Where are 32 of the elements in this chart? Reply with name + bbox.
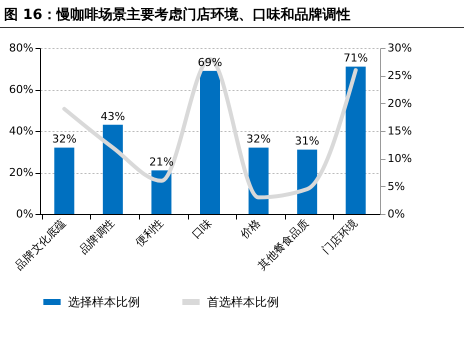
data-label: 31%	[294, 134, 320, 148]
y2-tick-label: 30%	[388, 42, 412, 54]
y2-tick-label: 25%	[388, 69, 412, 82]
x-tick-label: 门店环境	[320, 216, 360, 257]
bar	[346, 66, 366, 214]
x-tick-label: 便利性	[133, 216, 166, 250]
bar	[248, 148, 269, 214]
y-tick-label: 40%	[9, 124, 34, 138]
y2-tick-label: 20%	[388, 96, 412, 110]
x-tick-label: 品牌调性	[76, 216, 118, 257]
bar	[102, 124, 123, 214]
bar	[297, 150, 318, 214]
chart-title: 图 16：慢咖啡场景主要考虑门店环境、口味和品牌调性	[0, 0, 464, 28]
legend-label: 选择样本比例	[68, 295, 140, 309]
y-tick-label: 80%	[9, 42, 34, 54]
data-label: 21%	[149, 155, 174, 168]
data-label: 32%	[246, 132, 271, 146]
data-label: 43%	[100, 110, 126, 123]
y-tick-label: 20%	[9, 166, 34, 179]
x-tick-label: 价格	[237, 216, 263, 242]
bar	[54, 148, 74, 214]
x-tick-label: 口味	[189, 216, 214, 242]
bar	[200, 70, 220, 214]
y2-tick-label: 15%	[388, 124, 412, 138]
y2-tick-label: 10%	[388, 152, 412, 166]
data-label: 71%	[343, 52, 368, 65]
data-label: 32%	[52, 132, 77, 146]
data-label: 69%	[198, 56, 222, 69]
y2-tick-label: 5%	[388, 180, 405, 193]
legend-label: 首选样本比例	[207, 295, 279, 309]
y-tick-label: 60%	[9, 83, 34, 96]
y2-tick-label: 0%	[388, 208, 405, 220]
